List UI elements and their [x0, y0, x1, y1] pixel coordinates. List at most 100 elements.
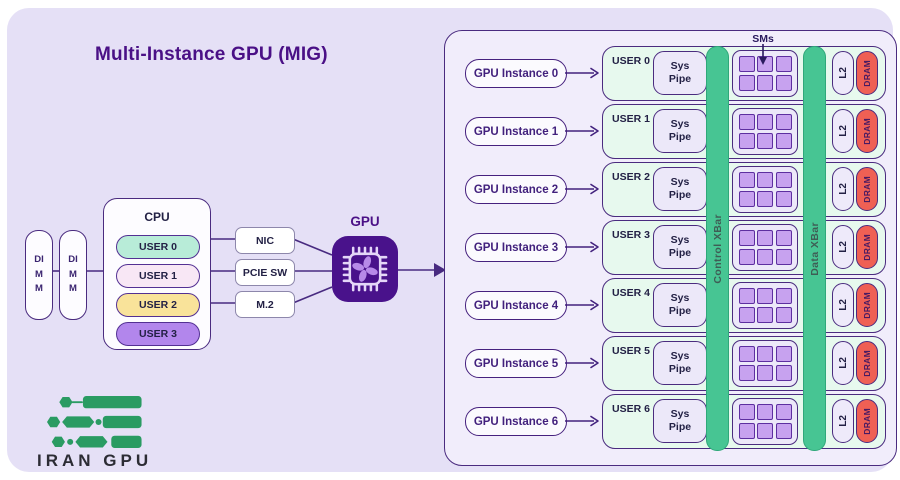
sm-core: [738, 132, 755, 149]
diagram-background: Multi-Instance GPU (MIG) DIMM DIMM: [7, 8, 897, 472]
gpu-instance-pill: GPU Instance 4: [465, 291, 567, 320]
l2-label: L2: [837, 241, 849, 253]
sm-box: [732, 340, 798, 387]
m2-box: M.2: [235, 291, 295, 318]
dimm-label: DIMM: [68, 253, 78, 295]
sm-core: [738, 288, 755, 305]
sm-core: [738, 422, 755, 439]
sm-core: [775, 190, 792, 207]
sm-box: [732, 224, 798, 271]
l2-cache-pill: L2: [832, 225, 854, 269]
sm-core: [757, 230, 773, 247]
sm-grid: [738, 114, 792, 149]
pcie-switch-box: PCIE SW: [235, 259, 295, 286]
l2-label: L2: [837, 357, 849, 369]
l2-label: L2: [837, 125, 849, 137]
row-user-label: USER 0: [612, 55, 650, 67]
sys-pipe-box: Sys Pipe: [653, 51, 707, 95]
instance-arrow-icon: [565, 67, 599, 78]
sm-grid: [738, 346, 792, 381]
sys-pipe-box: Sys Pipe: [653, 283, 707, 327]
sm-grid: [738, 172, 792, 207]
l2-cache-pill: L2: [832, 283, 854, 327]
instance-row: USER 2 Sys Pipe L2 DRAM: [602, 162, 886, 217]
gpu-instance-label: GPU Instance 2: [473, 183, 559, 196]
sys-pipe-label: Sys Pipe: [668, 233, 692, 259]
instance-row: USER 6 Sys Pipe L2 DRAM: [602, 394, 886, 449]
instance-arrow-icon: [565, 415, 599, 426]
sys-pipe-label: Sys Pipe: [668, 59, 692, 85]
l2-cache-pill: L2: [832, 167, 854, 211]
gpu-instance-pill: GPU Instance 3: [465, 233, 567, 262]
data-xbar-label: Data XBar: [808, 221, 821, 276]
l2-label: L2: [837, 299, 849, 311]
cpu-user-pill-1: USER 1: [116, 264, 200, 288]
instance-row: USER 1 Sys Pipe L2 DRAM: [602, 104, 886, 159]
dram-pill: DRAM: [856, 109, 878, 153]
sm-core: [757, 346, 773, 363]
sms-arrow: [759, 44, 767, 65]
dimm-module-1: DIMM: [25, 230, 53, 320]
sm-core: [757, 114, 773, 131]
row-user-label: USER 5: [612, 345, 650, 357]
sm-core: [775, 74, 792, 91]
sm-core: [738, 306, 755, 323]
gpu-instance-pill: GPU Instance 5: [465, 349, 567, 378]
gpu-chip: [332, 236, 398, 302]
gpu-instance-label: GPU Instance 6: [473, 415, 559, 428]
gpu-instance-pill: GPU Instance 0: [465, 59, 567, 88]
gpu-instance-label: GPU Instance 0: [473, 67, 559, 80]
sm-core: [775, 230, 792, 247]
row-user-label: USER 4: [612, 287, 650, 299]
gpu-instance-pill: GPU Instance 6: [465, 407, 567, 436]
page-title: Multi-Instance GPU (MIG): [95, 44, 328, 65]
instance-row: USER 4 Sys Pipe L2 DRAM: [602, 278, 886, 333]
dram-label: DRAM: [862, 407, 872, 435]
sys-pipe-label: Sys Pipe: [668, 175, 692, 201]
sys-pipe-label: Sys Pipe: [668, 117, 692, 143]
sm-core: [757, 74, 773, 91]
dram-pill: DRAM: [856, 51, 878, 95]
instance-arrow-icon: [565, 125, 599, 136]
sys-pipe-box: Sys Pipe: [653, 341, 707, 385]
gpu-instance-label: GPU Instance 5: [473, 357, 559, 370]
sm-core: [775, 288, 792, 305]
cpu-user-pill-0: USER 0: [116, 235, 200, 259]
l2-cache-pill: L2: [832, 109, 854, 153]
instance-row: USER 5 Sys Pipe L2 DRAM: [602, 336, 886, 391]
instance-arrow-icon: [565, 183, 599, 194]
instance-arrow-icon: [565, 241, 599, 252]
l2-label: L2: [837, 67, 849, 79]
sm-core: [738, 364, 755, 381]
sm-core: [738, 56, 755, 73]
control-xbar: Control XBar: [706, 46, 729, 451]
sm-core: [738, 114, 755, 131]
sm-core: [775, 306, 792, 323]
gpu-instance-label: GPU Instance 1: [473, 125, 559, 138]
sm-box: [732, 282, 798, 329]
iran-gpu-logo-text: IRAN GPU: [37, 451, 153, 470]
dram-label: DRAM: [862, 291, 872, 319]
gpu-chip-icon: [342, 246, 388, 292]
sm-box: [732, 166, 798, 213]
l2-label: L2: [837, 183, 849, 195]
sm-core: [775, 56, 792, 73]
l2-cache-pill: L2: [832, 399, 854, 443]
sm-core: [775, 404, 792, 421]
sm-core: [738, 248, 755, 265]
sm-core: [757, 172, 773, 189]
sm-core: [738, 346, 755, 363]
sys-pipe-box: Sys Pipe: [653, 109, 707, 153]
cpu-user-pill-3: USER 3: [116, 322, 200, 346]
sm-core: [775, 346, 792, 363]
gpu-instance-label: GPU Instance 3: [473, 241, 559, 254]
sm-core: [757, 132, 773, 149]
control-xbar-label: Control XBar: [711, 213, 724, 284]
cpu-box: CPU USER 0 USER 1 USER 2 USER 3: [103, 198, 211, 350]
sm-core: [775, 114, 792, 131]
row-user-label: USER 6: [612, 403, 650, 415]
sm-box: [732, 108, 798, 155]
iran-gpu-logo-icon: [47, 396, 142, 448]
cpu-user-pill-2: USER 2: [116, 293, 200, 317]
